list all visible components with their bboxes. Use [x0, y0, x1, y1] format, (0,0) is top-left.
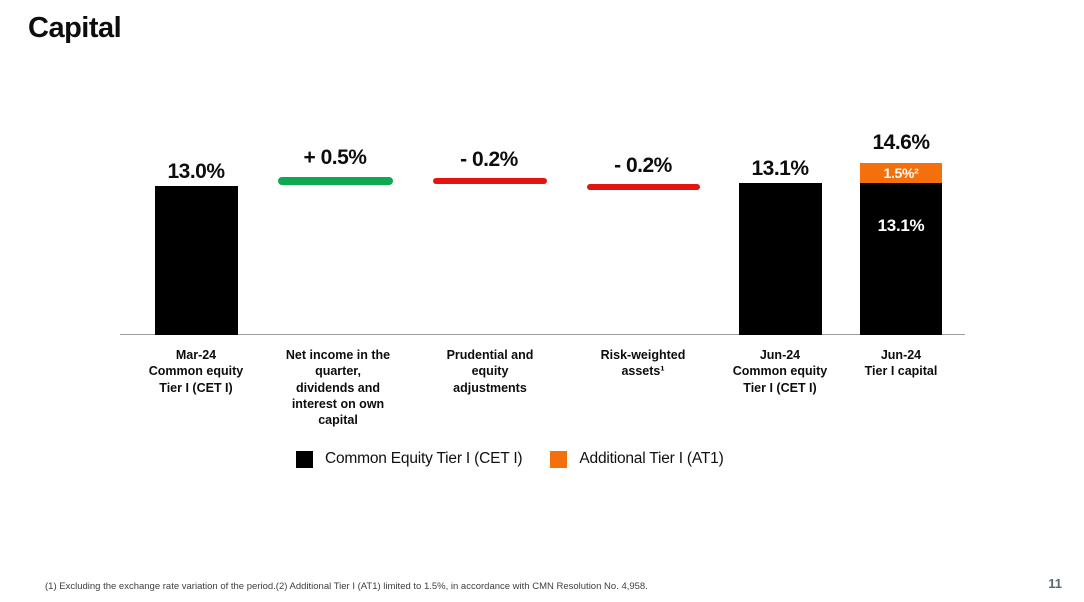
- category-label-rwa: Risk-weighted assets¹: [600, 348, 686, 379]
- category-label-jun24-cet1: Jun-24 Common equity Tier I (CET I): [732, 348, 828, 395]
- bar-net-income-increase: [278, 177, 393, 185]
- x-axis-line: [120, 334, 965, 335]
- bar-jun24-cet1: [739, 183, 822, 335]
- page-title: Capital: [28, 12, 122, 44]
- category-label-mar24-cet1: Mar-24 Common equity Tier I (CET I): [148, 348, 244, 395]
- value-label-mar24-cet1: 13.0%: [167, 160, 225, 183]
- at1-segment-label: 1.5%²: [883, 165, 919, 181]
- bar-rwa-decrease: [587, 184, 700, 190]
- footnote: (1) Excluding the exchange rate variatio…: [45, 581, 648, 592]
- value-label-prudential: - 0.2%: [460, 148, 518, 171]
- cet1-swatch-icon: [296, 450, 313, 468]
- value-label-jun24-cet1: 13.1%: [751, 157, 809, 180]
- bar-jun24-at1-segment: 1.5%²: [860, 163, 942, 183]
- legend-label-at1: Additional Tier I (AT1): [579, 450, 724, 467]
- legend-item-at1: Additional Tier I (AT1): [550, 450, 724, 468]
- at1-swatch-icon: [550, 450, 568, 468]
- bar-jun24-tier1-cet1-segment: [860, 183, 942, 335]
- legend-item-cet1: Common Equity Tier I (CET I): [296, 450, 523, 468]
- page-number: 11: [1048, 576, 1062, 591]
- category-label-jun24-tier1: Jun-24 Tier I capital: [864, 348, 938, 379]
- bar-prudential-decrease: [433, 178, 547, 184]
- category-label-net-income: Net income in the quarter, dividends and…: [285, 348, 391, 427]
- value-label-rwa: - 0.2%: [614, 154, 672, 177]
- value-label-net-income: + 0.5%: [303, 146, 367, 169]
- chart-legend: Common Equity Tier I (CET I) Additional …: [296, 450, 724, 468]
- cet1-segment-label: 13.1%: [877, 216, 925, 235]
- bar-mar24-cet1: [155, 186, 238, 335]
- category-label-prudential: Prudential and equity adjustments: [446, 348, 534, 395]
- value-label-jun24-tier1-total: 14.6%: [872, 131, 930, 154]
- legend-label-cet1: Common Equity Tier I (CET I): [325, 450, 523, 467]
